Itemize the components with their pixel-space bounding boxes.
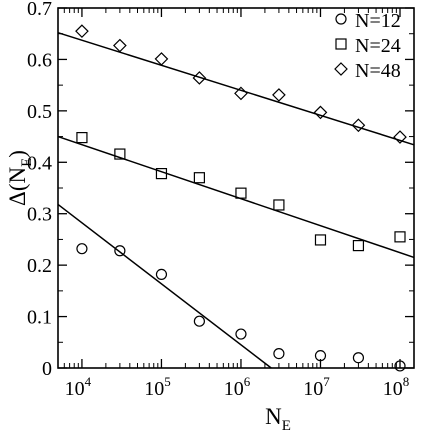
x-tick-label-exp: 4 [85, 374, 92, 389]
x-axis-label-main: N [265, 404, 282, 429]
fit-line-circle [57, 203, 272, 369]
data-point-circle [76, 243, 88, 255]
x-tick-label: 108 [383, 374, 410, 400]
axis-ticks [58, 7, 414, 369]
x-tick-label-base: 10 [224, 378, 244, 400]
legend-label: N=24 [355, 35, 401, 57]
x-tick-label: 106 [224, 374, 251, 400]
y-tick-label: 0.1 [27, 307, 52, 329]
y-axis-label: Δ(NE) [5, 150, 35, 206]
y-tick-label: 0 [42, 358, 52, 380]
legend-marker-diamond [334, 62, 348, 76]
x-tick-label: 105 [144, 374, 171, 400]
fit-lines [57, 31, 415, 369]
data-point-diamond [272, 88, 286, 102]
data-point-square [394, 231, 406, 243]
data-point-square [114, 148, 126, 160]
data-point-diamond [234, 86, 248, 101]
data-point-circle [235, 328, 247, 340]
x-tick-label: 107 [303, 374, 330, 400]
legend-marker-square [335, 38, 347, 50]
data-point-circle [352, 352, 365, 364]
y-tick-label: 0.6 [27, 49, 52, 71]
legend-marker-circle [335, 13, 347, 25]
data-point-square [155, 168, 168, 180]
data-point-circle [114, 245, 126, 257]
y-tick-label: 0.5 [27, 101, 52, 123]
x-axis-label-sub: E [282, 418, 291, 434]
data-point-square [193, 172, 205, 184]
x-tick-label-base: 10 [303, 378, 323, 400]
data-point-circle [273, 348, 285, 360]
y-tick-label: 0.2 [27, 255, 52, 277]
data-point-diamond [75, 24, 89, 38]
x-tick-label-base: 10 [65, 378, 85, 400]
data-point-square [235, 187, 247, 199]
y-tick-label: 0.7 [27, 0, 52, 20]
x-tick-label-base: 10 [144, 378, 164, 400]
legend: N=12 N=24 N=48 [334, 10, 401, 82]
y-tick-label: 0.4 [27, 152, 52, 174]
fit-line-diamond [57, 31, 415, 146]
x-tick-label-base: 10 [383, 378, 403, 400]
data-point-circle [155, 268, 168, 280]
data-point-diamond [113, 38, 127, 53]
data-point-square [352, 240, 365, 252]
y-axis-label-sub: E [19, 158, 35, 167]
x-tick-label: 104 [65, 374, 92, 400]
legend-label: N=48 [355, 60, 401, 82]
data-point-diamond [192, 71, 207, 85]
x-tick-label-exp: 7 [323, 374, 330, 389]
data-point-diamond [154, 52, 169, 66]
data-point-diamond [393, 130, 407, 144]
legend-label: N=12 [355, 10, 401, 32]
x-tick-label-exp: 8 [403, 374, 410, 389]
data-point-diamond [351, 118, 366, 133]
data-point-circle [193, 315, 205, 327]
x-axis-label: NE [265, 404, 291, 434]
y-tick-label: 0.3 [27, 204, 52, 226]
data-point-square [273, 199, 285, 211]
x-tick-label-exp: 5 [164, 374, 171, 389]
y-axis-label-main: Δ(N [5, 167, 30, 206]
data-point-square [76, 132, 88, 144]
data-point-square [314, 234, 327, 246]
y-axis-label-close: ) [5, 150, 30, 158]
x-tick-label-exp: 6 [244, 374, 251, 389]
data-point-diamond [313, 105, 328, 120]
